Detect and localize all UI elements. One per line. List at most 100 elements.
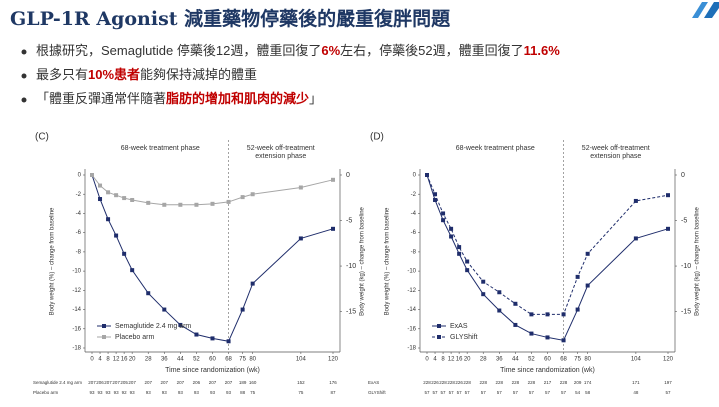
y-tick-label: -4 — [411, 211, 417, 217]
risk-count: 207 — [112, 380, 120, 385]
x-tick-label: 20 — [129, 357, 136, 363]
risk-count: 226 — [455, 380, 463, 385]
y-tick-label: -14 — [407, 307, 416, 313]
risk-count: 93 — [210, 390, 216, 395]
data-point — [575, 274, 580, 279]
data-point — [194, 332, 199, 337]
data-point — [497, 308, 502, 313]
x-tick-label: 0 — [425, 357, 429, 363]
risk-count: 92 — [122, 390, 128, 395]
risk-count: 228 — [512, 380, 520, 385]
data-point — [146, 200, 151, 205]
y-tick-label: 0 — [413, 173, 417, 179]
data-point — [106, 190, 111, 195]
x-tick-label: 36 — [496, 357, 503, 363]
text-run: 左右，停藥後52週，體重回復了 — [340, 43, 523, 58]
y-tick-label: -6 — [76, 230, 82, 236]
legend-marker — [437, 324, 441, 328]
highlight-run: 10%患者 — [88, 67, 140, 82]
data-point — [98, 197, 103, 202]
risk-count: 93 — [130, 390, 136, 395]
y-tick-label: -10 — [407, 269, 416, 275]
data-point — [250, 281, 255, 286]
risk-count: 57 — [433, 390, 439, 395]
data-point — [633, 198, 638, 203]
data-point — [449, 226, 454, 231]
y2-tick-label: -15 — [346, 308, 356, 315]
x-tick-label: 120 — [328, 357, 339, 363]
x-tick-label: 104 — [631, 357, 642, 363]
series-line — [426, 174, 669, 315]
slide-title: GLP-1R Agonist 減重藥物停藥後的嚴重復胖問題 — [10, 7, 451, 30]
risk-count: 93 — [89, 390, 95, 395]
data-point — [106, 217, 111, 222]
x-tick-label: 60 — [544, 357, 551, 363]
data-point — [90, 173, 94, 177]
text-run: 「體重反彈通常伴隨著 — [36, 91, 166, 106]
y2-tick-label: -10 — [681, 263, 691, 270]
text-run: 最多只有 — [36, 67, 88, 82]
y-tick-label: -10 — [72, 269, 81, 275]
text-run: 」 — [309, 91, 322, 106]
risk-count: 57 — [465, 390, 471, 395]
data-point — [513, 301, 518, 306]
series-line — [91, 174, 334, 206]
data-point — [114, 233, 119, 238]
x-tick-label: 12 — [448, 357, 455, 363]
risk-count: 207 — [144, 380, 152, 385]
phase-label: 68-week treatment phase — [456, 145, 535, 152]
y2-tick-label: -15 — [681, 308, 691, 315]
x-tick-label: 104 — [296, 357, 307, 363]
x-tick-label: 20 — [464, 357, 471, 363]
x-tick-label: 4 — [433, 357, 437, 363]
x-axis-label: Time since randomization (wk) — [165, 367, 260, 374]
risk-count: 176 — [329, 380, 337, 385]
risk-count: 57 — [441, 390, 447, 395]
legend-label: GLYShift — [450, 334, 478, 341]
data-point — [666, 193, 670, 198]
risk-count: 93 — [98, 390, 104, 395]
y-tick-label: -16 — [407, 326, 416, 332]
risk-count: 57 — [481, 390, 487, 395]
risk-count: 57 — [529, 390, 535, 395]
risk-count: 54 — [575, 390, 581, 395]
data-point — [298, 185, 303, 190]
risk-count: 93 — [178, 390, 184, 395]
chart-panel: (D)0-2-4-6-8-10-12-14-16-180-5-10-150 4 8 1… — [368, 132, 701, 396]
risk-count: 160 — [249, 380, 257, 385]
data-point — [425, 173, 429, 177]
risk-count: 207 — [88, 380, 96, 385]
y-tick-label: -8 — [411, 249, 417, 255]
risk-count: 228 — [423, 380, 431, 385]
y-tick-label: -18 — [72, 346, 81, 352]
bullet-dot — [21, 49, 27, 55]
data-point — [240, 307, 245, 312]
x-tick-label: 44 — [512, 357, 519, 363]
x-tick-label: 28 — [480, 357, 487, 363]
risk-count: 228 — [528, 380, 536, 385]
x-tick-label: 80 — [249, 357, 256, 363]
x-tick-label: 16 — [121, 357, 128, 363]
x-tick-label: 75 — [574, 357, 581, 363]
data-point — [433, 192, 438, 197]
risk-count: 174 — [584, 380, 592, 385]
data-point — [561, 312, 566, 317]
risk-count: 197 — [664, 380, 672, 385]
risk-count: 228 — [479, 380, 487, 385]
data-point — [513, 322, 518, 327]
data-point — [331, 177, 335, 182]
data-point — [545, 335, 550, 340]
data-point — [194, 202, 199, 207]
data-point — [585, 283, 590, 288]
risk-count: 93 — [226, 390, 232, 395]
x-tick-label: 60 — [209, 357, 216, 363]
x-tick-label: 68 — [560, 357, 567, 363]
x-axis-label: Time since randomization (wk) — [500, 367, 595, 374]
data-point — [457, 245, 462, 250]
x-tick-label: 16 — [456, 357, 463, 363]
data-point — [146, 291, 151, 296]
chart-panel: (C)0-2-4-6-8-10-12-14-16-180-5-10-150 4 8 1… — [33, 132, 366, 396]
risk-count: 48 — [633, 390, 639, 395]
risk-count: 93 — [106, 390, 112, 395]
y2-tick-label: -10 — [346, 263, 356, 270]
